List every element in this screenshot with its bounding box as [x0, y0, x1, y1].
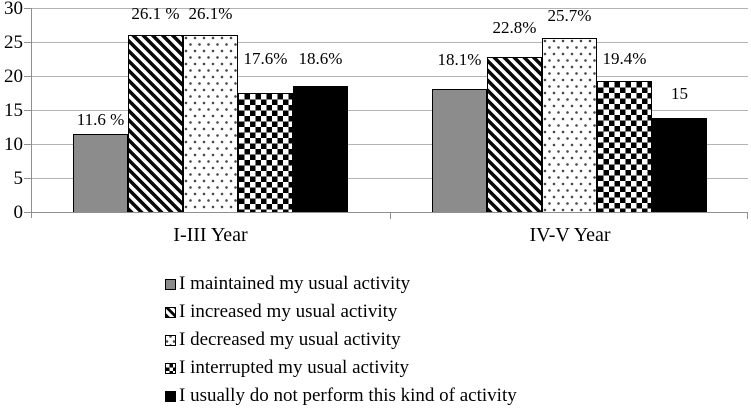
x-axis-line: [31, 212, 748, 214]
bar-value-label: 11.6 %: [76, 109, 125, 129]
bar-series2-1: [128, 35, 183, 213]
legend-item-label: I maintained my usual activity: [179, 273, 411, 294]
legend-item-label: I decreased my usual activity: [179, 329, 401, 350]
gridline: [31, 143, 748, 146]
y-axis-tick-mark: [24, 177, 31, 180]
bar-series3-2: [542, 37, 597, 213]
y-axis-tick-label: 20: [4, 65, 23, 87]
legend-item: I decreased my usual activity: [165, 326, 517, 354]
legend-item: I usually do not perform this kind of ac…: [165, 382, 517, 408]
y-axis-tick-mark: [24, 41, 31, 44]
bar-series4-1: [238, 92, 293, 213]
gridline: [31, 177, 748, 180]
legend-item-label: I interrupted my usual activity: [179, 357, 410, 378]
legend-swatch-dots-icon: [165, 334, 176, 346]
x-axis-tick-mark: [389, 213, 391, 219]
bar-series3-1: [183, 35, 238, 213]
bar-series1-1: [73, 133, 128, 213]
y-axis-tick-mark: [24, 109, 31, 112]
bar-value-label: 17.6%: [243, 48, 288, 68]
y-axis-tick-label: 15: [4, 99, 23, 121]
legend-swatch-solid-gray-icon: [165, 278, 176, 290]
legend-item-label: I increased my usual activity: [179, 301, 398, 322]
gridline: [31, 7, 748, 10]
y-axis-tick-label: 5: [13, 167, 24, 189]
y-axis-tick-mark: [24, 211, 31, 214]
y-axis-line: [31, 8, 33, 218]
y-axis-tick-mark: [24, 75, 31, 78]
y-axis-tick-mark: [24, 143, 31, 146]
legend-swatch-solid-black-icon: [165, 390, 176, 402]
x-axis-tick-mark: [747, 213, 749, 219]
category-label-1: I-III Year: [173, 224, 248, 246]
y-axis-tick-label: 10: [4, 133, 23, 155]
legend-swatch-diagonal-stripes-icon: [165, 306, 176, 318]
bar-value-label: 19.4%: [602, 48, 647, 68]
bar-series4-2: [597, 80, 652, 213]
y-axis-tick-label: 0: [13, 201, 24, 223]
plot-area: 0 5 10 15 20 25 30 11.6 % 18.1% 26.1 % 22.8% 26.1%…: [4, 0, 749, 246]
legend-item-label: I usually do not perform this kind of ac…: [179, 385, 517, 406]
y-axis-tick-label: 30: [4, 0, 23, 19]
legend: I maintained my usual activity I increase…: [165, 270, 517, 408]
bar-value-label: 18.1%: [437, 50, 482, 70]
bar-series5-1: [293, 86, 348, 213]
bar-series1-2: [432, 89, 487, 213]
gridline: [31, 109, 748, 112]
bar-value-label: 22.8%: [492, 18, 537, 38]
gridline: [31, 41, 748, 44]
y-axis-tick-mark: [24, 7, 31, 10]
bar-series2-2: [487, 57, 542, 213]
bar-value-label: 26.1 %: [131, 4, 180, 24]
bar-value-label: 18.6%: [298, 49, 343, 69]
legend-swatch-checkerboard-icon: [165, 362, 176, 374]
legend-item: I increased my usual activity: [165, 298, 517, 326]
bar-value-label: 15: [671, 83, 688, 103]
bar-value-label: 26.1%: [188, 4, 233, 24]
legend-item: I maintained my usual activity: [165, 270, 517, 298]
legend-item: I interrupted my usual activity: [165, 354, 517, 382]
bar-series5-2: [652, 117, 707, 213]
gridline: [31, 75, 748, 78]
bar-value-label: 25.7%: [547, 5, 592, 25]
y-axis-tick-label: 25: [4, 31, 23, 53]
category-label-2: IV-V Year: [529, 224, 611, 246]
